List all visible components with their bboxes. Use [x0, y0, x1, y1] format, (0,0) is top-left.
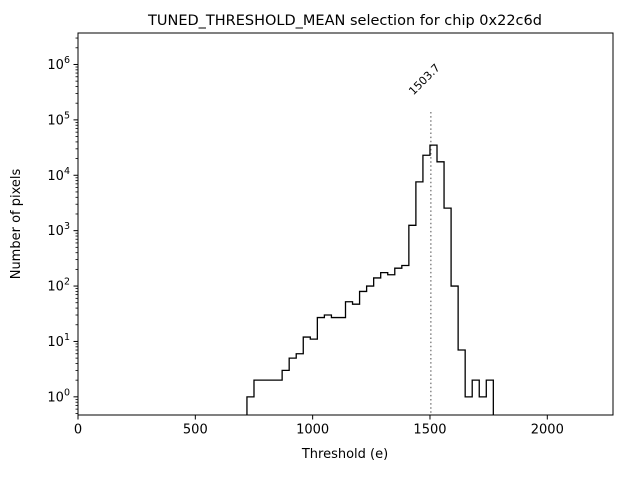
x-tick-label: 0: [74, 423, 82, 438]
x-tick-label: 2000: [531, 423, 564, 438]
y-tick-label: 101: [47, 332, 70, 350]
x-axis: 0 500 1000 1500 2000: [74, 415, 564, 438]
y-tick-label: 106: [47, 55, 70, 73]
x-tick-label: 1500: [413, 423, 446, 438]
histogram-line-group: [246, 144, 494, 415]
axes-frame: [77, 32, 614, 416]
x-tick-label: 1000: [296, 423, 329, 438]
y-tick-label: 104: [47, 166, 70, 184]
y-tick-label: 105: [47, 110, 70, 128]
plot-area: [77, 32, 614, 416]
x-tick-label: 500: [183, 423, 208, 438]
mean-annotation: 1503.7: [406, 61, 442, 97]
y-tick-label: 103: [47, 221, 70, 239]
y-tick-label: 102: [47, 277, 70, 295]
chart-title: TUNED_THRESHOLD_MEAN selection for chip …: [147, 13, 542, 29]
y-axis: 100 101 102 103 104 105 106: [47, 37, 78, 414]
histogram-line: [246, 144, 494, 415]
y-axis-label: Number of pixels: [9, 168, 24, 279]
y-tick-label: 100: [47, 387, 70, 405]
x-axis-label: Threshold (e): [301, 447, 388, 462]
